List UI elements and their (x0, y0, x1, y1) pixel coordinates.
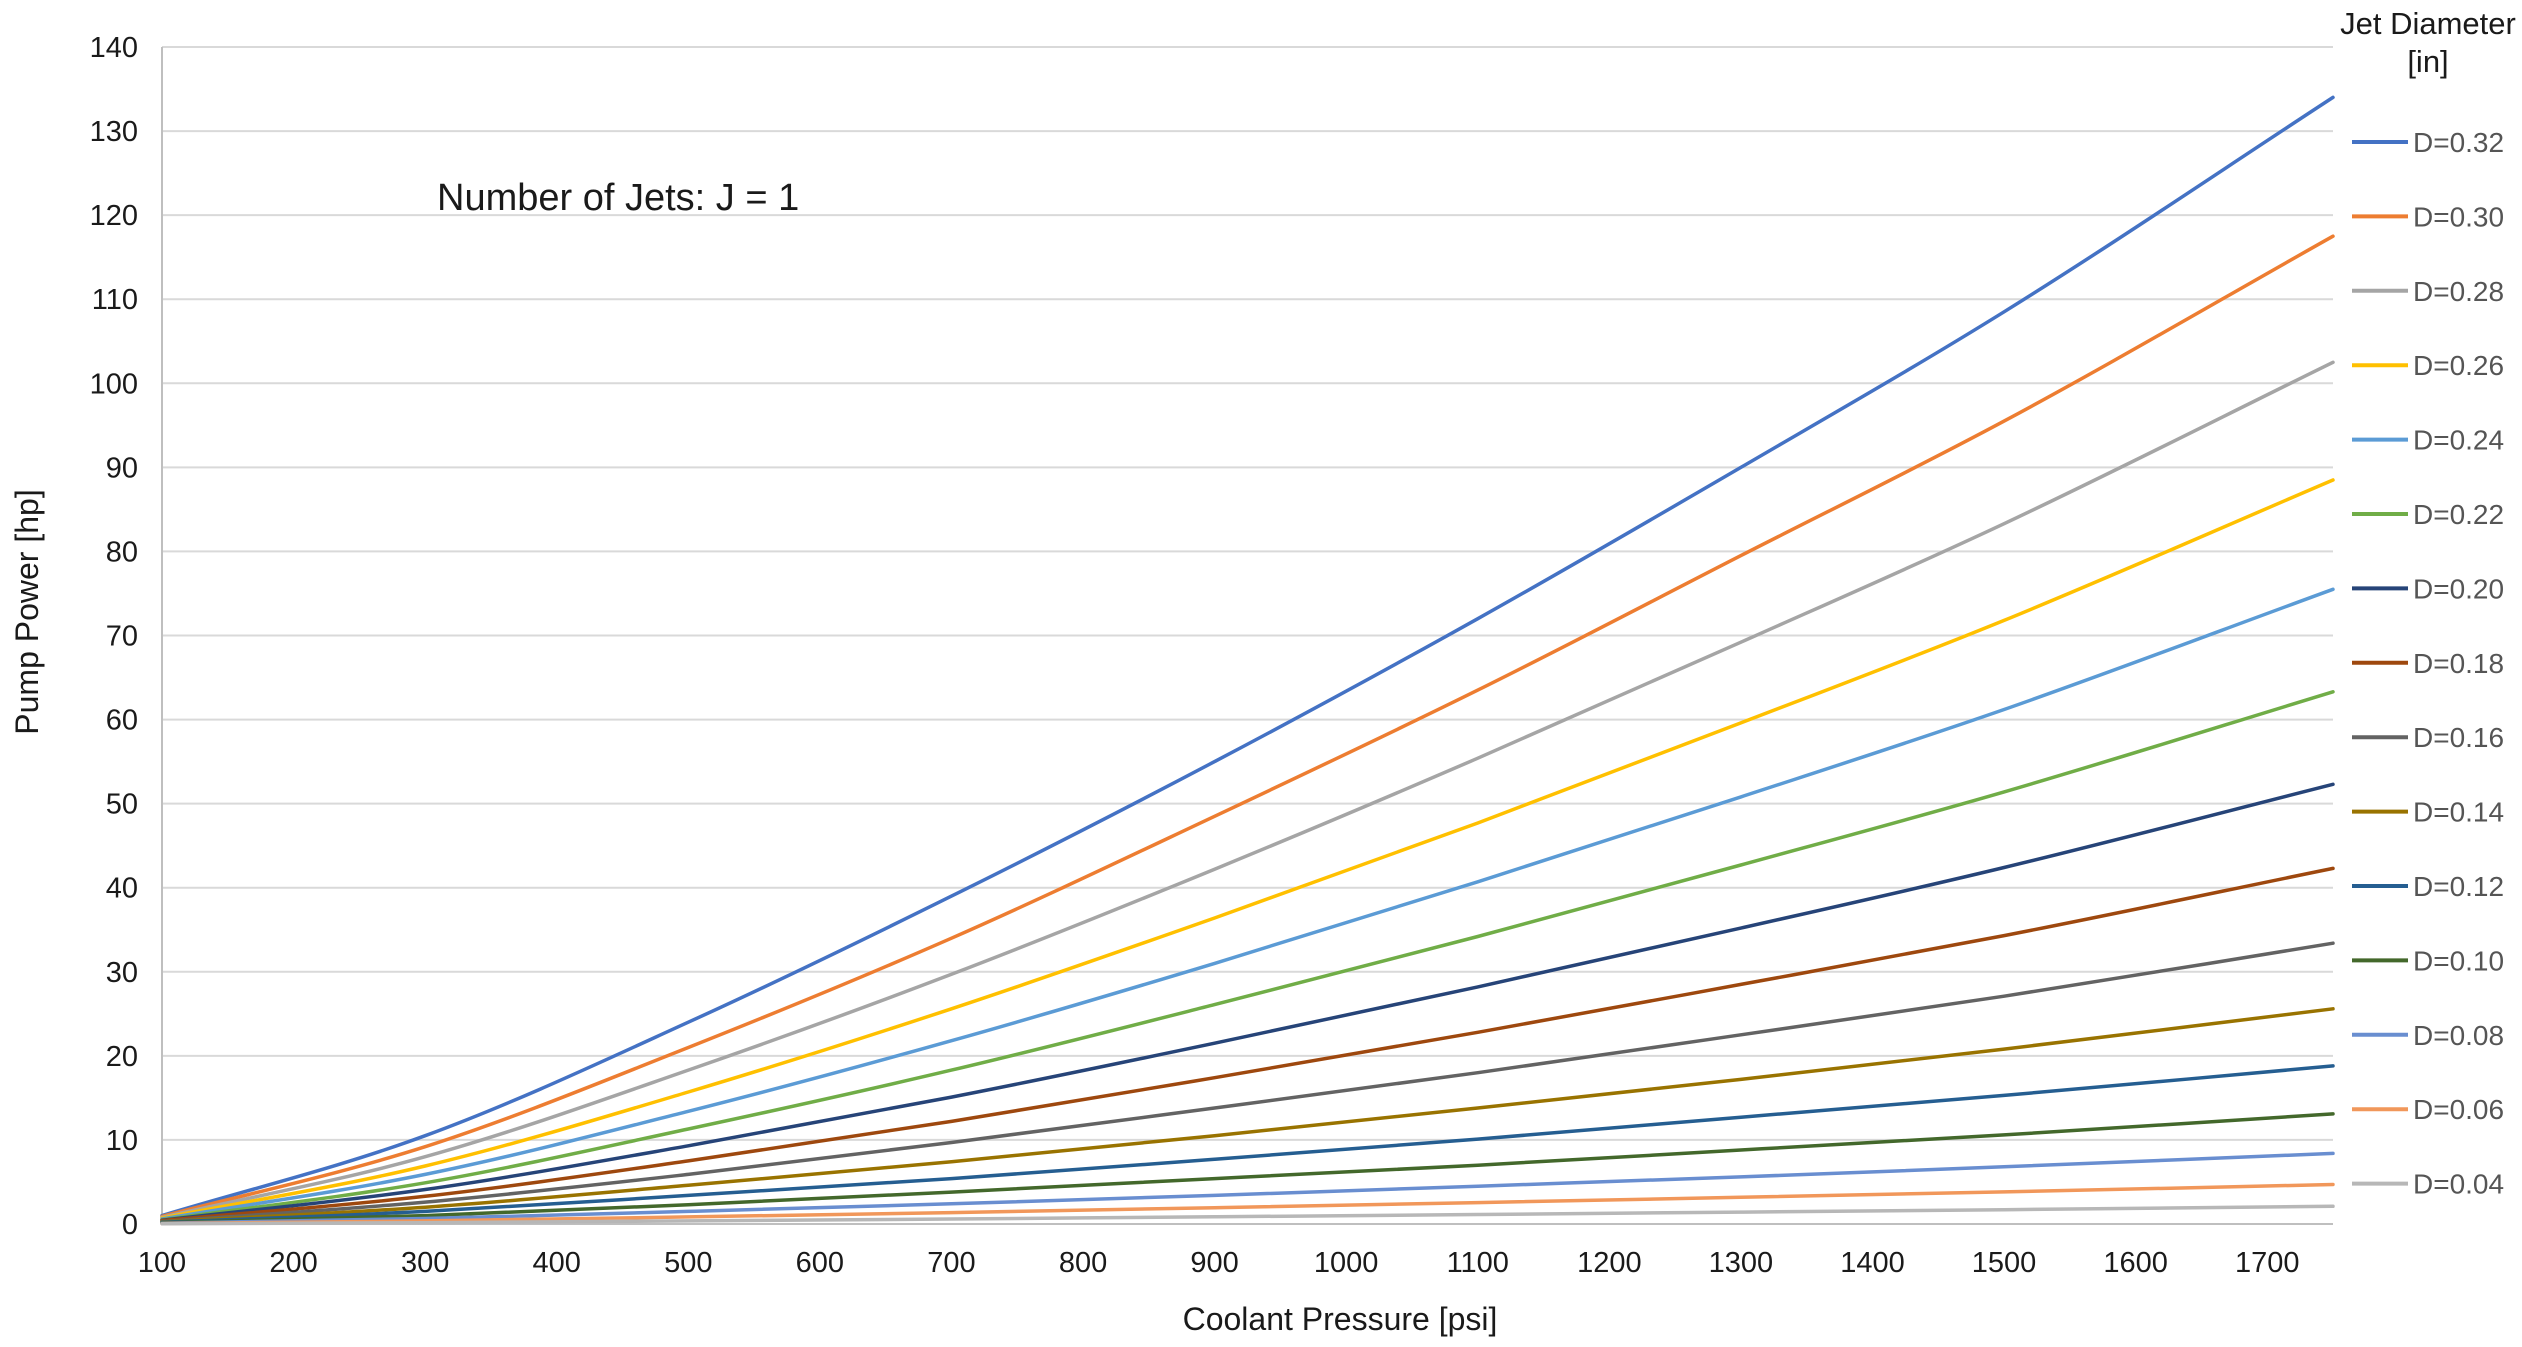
legend-label: D=0.04 (2413, 1169, 2504, 1200)
x-tick-label: 700 (927, 1247, 975, 1279)
y-tick-label: 10 (106, 1125, 138, 1157)
legend-item: D=0.20 (2352, 573, 2504, 604)
y-tick-label: 140 (90, 32, 138, 64)
annotation: Number of Jets: J = 1 (437, 177, 799, 219)
series-line-D=0.32 (160, 95, 2335, 1218)
x-tick-label: 100 (138, 1247, 186, 1279)
series-line-D=0.08 (160, 1151, 2335, 1225)
series-line-D=0.06 (160, 1182, 2335, 1226)
x-tick-label: 1200 (1577, 1247, 1642, 1279)
y-tick-label: 90 (106, 452, 138, 484)
x-axis-ticks: 100 200 300 400 500 600 700 800 900 1000 1100 1200 1… (138, 1247, 2300, 1279)
y-tick-label: 110 (92, 284, 138, 316)
x-tick-label: 800 (1059, 1247, 1107, 1279)
legend-item: D=0.06 (2352, 1094, 2504, 1125)
legend-label: D=0.32 (2413, 127, 2504, 158)
y-tick-label: 0 (122, 1209, 138, 1241)
x-tick-label: 200 (269, 1247, 317, 1279)
x-axis-title: Coolant Pressure [psi] (1183, 1301, 1498, 1337)
y-tick-label: 40 (106, 873, 138, 905)
series-line-D=0.22 (160, 690, 2335, 1222)
legend-item: D=0.10 (2352, 945, 2504, 976)
x-tick-label: 1400 (1840, 1247, 1905, 1279)
legend-item: D=0.24 (2352, 425, 2504, 456)
series-line-D=0.20 (160, 782, 2335, 1222)
legend-title-line2: [in] (2407, 44, 2448, 79)
legend-label: D=0.20 (2413, 573, 2504, 604)
legend-label: D=0.26 (2413, 350, 2504, 381)
x-tick-label: 500 (664, 1247, 712, 1279)
legend-label: D=0.08 (2413, 1020, 2504, 1051)
legend-label: D=0.28 (2413, 276, 2504, 307)
legend-item: D=0.04 (2352, 1169, 2504, 1200)
x-tick-label: 900 (1190, 1247, 1238, 1279)
series-line-D=0.12 (160, 1064, 2335, 1225)
y-tick-label: 30 (106, 957, 138, 989)
y-tick-label: 20 (106, 1041, 138, 1073)
gridlines (161, 46, 2333, 1225)
y-tick-label: 60 (106, 705, 138, 737)
series-line-D=0.28 (160, 360, 2335, 1220)
series-line-D=0.16 (160, 941, 2335, 1224)
legend-item: D=0.28 (2352, 276, 2504, 307)
series-line-D=0.18 (160, 866, 2335, 1223)
legend-item: D=0.18 (2352, 648, 2504, 679)
legend-item: D=0.26 (2352, 350, 2504, 381)
x-tick-label: 1600 (2103, 1247, 2168, 1279)
legend-title-line1: Jet Diameter (2340, 6, 2516, 41)
y-tick-label: 50 (106, 789, 138, 821)
series-line-D=0.10 (160, 1112, 2335, 1225)
y-tick-label: 70 (106, 621, 138, 653)
x-tick-label: 300 (401, 1247, 449, 1279)
x-tick-label: 600 (796, 1247, 844, 1279)
y-axis-ticks: 0 10 20 30 40 50 60 70 80 90 100 110 120 130 140 (90, 32, 138, 1241)
legend-label: D=0.18 (2413, 648, 2504, 679)
series-line-D=0.04 (160, 1204, 2335, 1226)
legend-label: D=0.06 (2413, 1094, 2504, 1125)
x-tick-label: 1100 (1447, 1247, 1509, 1279)
series-line-D=0.14 (160, 1007, 2335, 1224)
legend-label: D=0.12 (2413, 871, 2504, 902)
y-tick-label: 100 (90, 368, 138, 400)
legend-item: D=0.08 (2352, 1020, 2504, 1051)
x-tick-label: 1500 (1972, 1247, 2037, 1279)
legend-label: D=0.10 (2413, 945, 2504, 976)
y-tick-label: 120 (90, 200, 138, 232)
x-tick-label: 1000 (1314, 1247, 1379, 1279)
series-line-D=0.30 (160, 234, 2335, 1219)
legend-label: D=0.14 (2413, 797, 2504, 828)
legend-item: D=0.12 (2352, 871, 2504, 902)
x-tick-label: 400 (533, 1247, 581, 1279)
legend-label: D=0.16 (2413, 722, 2504, 753)
series-line-D=0.26 (160, 478, 2335, 1220)
legend-label: D=0.24 (2413, 425, 2504, 456)
legend-item: D=0.16 (2352, 722, 2504, 753)
x-tick-label: 1700 (2235, 1247, 2300, 1279)
x-tick-label: 1300 (1709, 1247, 1774, 1279)
legend-label: D=0.30 (2413, 201, 2504, 232)
legend-label: D=0.22 (2413, 499, 2504, 530)
legend-item: D=0.22 (2352, 499, 2504, 530)
legend-item: D=0.14 (2352, 797, 2504, 828)
legend-item: D=0.32 (2352, 127, 2504, 158)
series-lines (160, 95, 2335, 1226)
y-tick-label: 80 (106, 536, 138, 568)
y-axis-title: Pump Power [hp] (9, 489, 45, 734)
legend-item: D=0.30 (2352, 201, 2504, 232)
y-tick-label: 130 (90, 116, 138, 148)
series-line-D=0.24 (160, 587, 2335, 1221)
legend: Jet Diameter [in] D=0.32 D=0.30 D=0.28 D=0.… (2340, 6, 2516, 1200)
